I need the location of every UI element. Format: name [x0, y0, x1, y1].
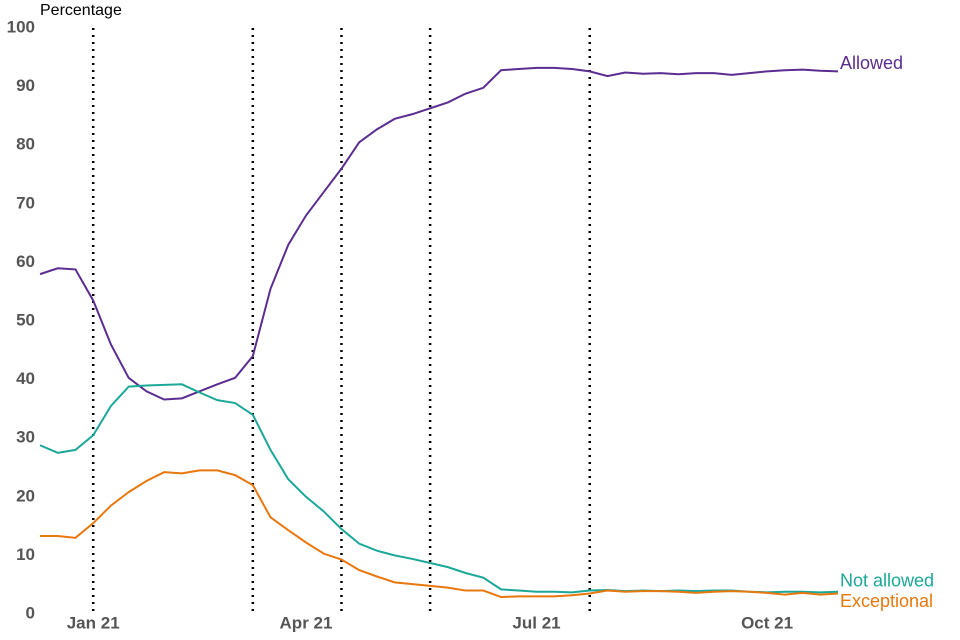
y-tick-label: 70: [16, 193, 35, 212]
series-label: Allowed: [840, 53, 903, 73]
y-tick-label: 20: [16, 486, 35, 505]
y-tick-label: 90: [16, 76, 35, 95]
x-tick-label: Jul 21: [512, 613, 560, 632]
y-tick-label: 50: [16, 310, 35, 329]
y-tick-label: 100: [7, 17, 35, 36]
x-tick-label: Jan 21: [67, 613, 120, 632]
y-tick-label: 80: [16, 135, 35, 154]
series-label: Exceptional: [840, 591, 933, 611]
x-tick-label: Apr 21: [280, 613, 333, 632]
series-line: [39, 383, 839, 594]
y-tick-label: 10: [16, 545, 35, 564]
series-line: [39, 66, 839, 401]
y-tick-label: 40: [16, 369, 35, 388]
series-label: Not allowed: [840, 570, 934, 590]
y-axis-title: Percentage: [40, 2, 122, 19]
y-tick-label: 30: [16, 428, 35, 447]
x-tick-label: Oct 21: [741, 613, 793, 632]
y-tick-label: 0: [26, 603, 35, 622]
series-line: [40, 469, 839, 599]
y-tick-label: 60: [16, 252, 35, 271]
